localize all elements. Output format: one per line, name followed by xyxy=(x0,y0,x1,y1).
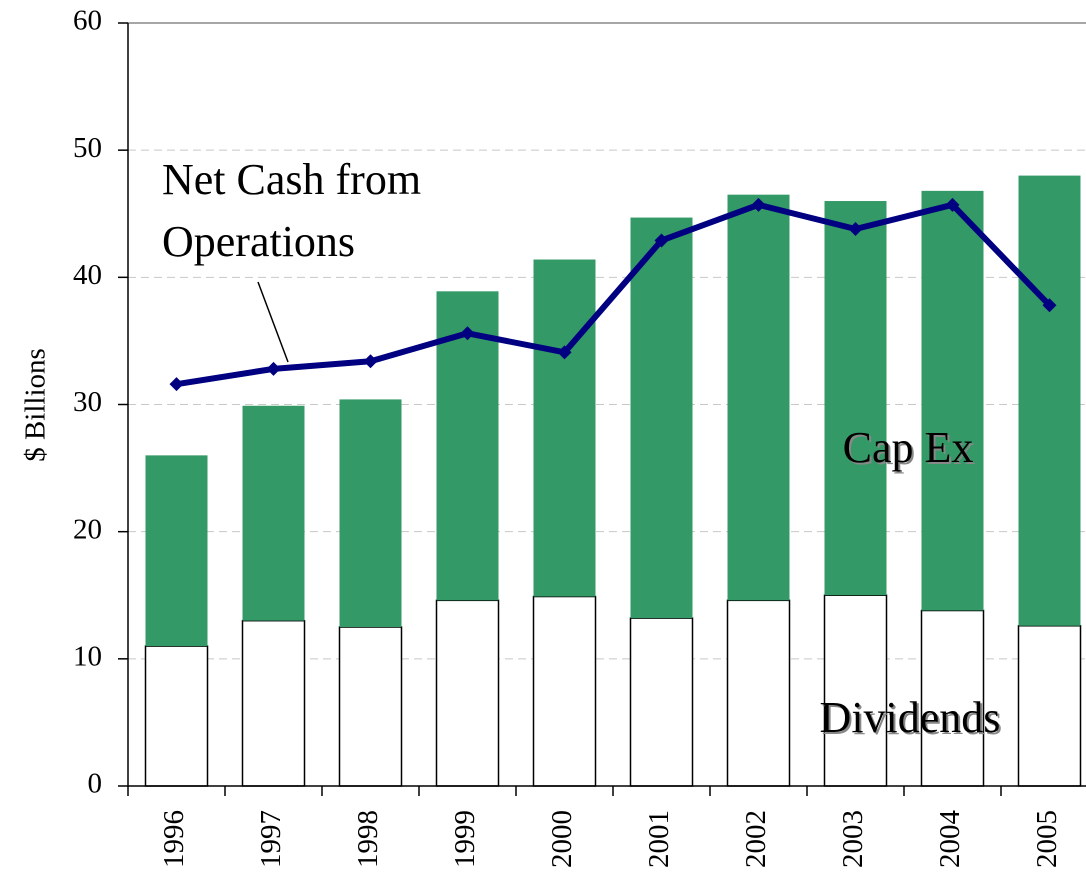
x-tick-label: 1998 xyxy=(352,810,384,868)
line-marker xyxy=(363,354,378,369)
line-marker xyxy=(945,197,960,212)
y-tick-label: 10 xyxy=(73,640,102,672)
x-tick-label: 1999 xyxy=(449,810,481,868)
line-marker xyxy=(266,361,281,376)
y-axis-label: $ Billions xyxy=(20,348,52,462)
bar-segment xyxy=(920,609,985,787)
bar-segment xyxy=(726,599,791,787)
annotation-pointer xyxy=(257,281,289,363)
x-tick-label: 2005 xyxy=(1031,810,1063,868)
bar-segment xyxy=(823,594,888,787)
line-marker xyxy=(751,197,766,212)
x-tick-label: 2004 xyxy=(934,810,966,869)
annotation: Net Cash from xyxy=(162,155,421,204)
series-label-shadow: Cap Ex xyxy=(845,425,976,474)
x-tick-label: 2000 xyxy=(546,810,578,868)
x-tick-label: 1996 xyxy=(158,810,190,868)
y-tick-label: 50 xyxy=(73,132,102,164)
line-marker xyxy=(460,326,475,341)
line xyxy=(176,201,1052,388)
bar-segment xyxy=(339,399,402,628)
line-marker xyxy=(848,222,863,237)
series-label: Cap Ex xyxy=(843,423,974,472)
y-tick-label: 30 xyxy=(73,386,102,418)
series-label-shadow: Dividends xyxy=(822,695,1003,744)
bar-segment xyxy=(727,194,790,601)
bar-segment xyxy=(435,599,500,787)
bar-segment xyxy=(144,645,209,787)
axes: 0 10 20 30 40 50 60 1996 1997 1998 1999 2000 2001 200… xyxy=(73,5,1086,868)
x-tick-label: 2001 xyxy=(643,810,675,868)
x-tick-label: 1997 xyxy=(255,810,287,868)
line-marker xyxy=(169,377,184,392)
bars xyxy=(144,175,1082,787)
bar-segment xyxy=(921,190,984,611)
line-marker xyxy=(1042,298,1057,313)
bar-segment xyxy=(436,291,499,601)
bar-segment xyxy=(241,619,306,787)
bar-segment xyxy=(1017,625,1082,787)
bar-segment xyxy=(629,617,694,787)
bar-segment xyxy=(824,201,887,596)
bar-segment xyxy=(145,455,208,647)
bar-segment xyxy=(242,405,305,621)
bar-segment xyxy=(1018,175,1081,626)
line-marker xyxy=(654,233,669,248)
lines xyxy=(169,197,1057,392)
y-tick-label: 0 xyxy=(88,768,103,800)
x-tick-label: 2002 xyxy=(740,810,772,868)
y-tick-label: 60 xyxy=(73,5,102,37)
y-tick-label: 20 xyxy=(73,513,102,545)
bar-segment xyxy=(630,217,693,619)
annotation: Operations xyxy=(162,217,355,266)
bar-segment xyxy=(338,626,403,787)
bar-segment xyxy=(533,259,596,597)
y-tick-label: 40 xyxy=(73,259,102,291)
bar-segment xyxy=(532,595,597,787)
x-tick-label: 2003 xyxy=(837,810,869,868)
series-label: Dividends xyxy=(820,693,1001,742)
line-marker xyxy=(557,345,572,360)
